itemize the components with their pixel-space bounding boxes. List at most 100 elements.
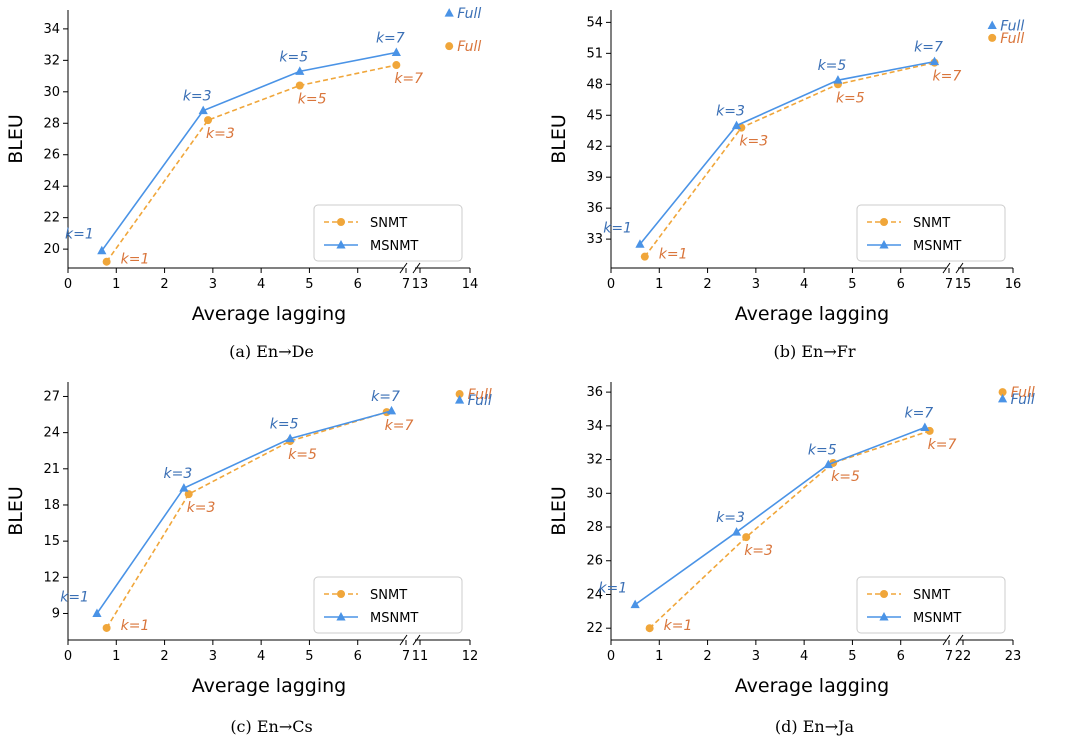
- snmt-full-point: [998, 388, 1007, 397]
- msnmt-line: [101, 51, 397, 252]
- snmt-point: [392, 61, 401, 70]
- legend-label: SNMT: [913, 216, 950, 231]
- y-tick-label: 28: [43, 116, 60, 131]
- snmt-point-label: k=7: [394, 71, 423, 87]
- msnmt-point: [920, 422, 930, 432]
- msnmt-full-label: Full: [1000, 18, 1024, 34]
- x-axis-title: Average lagging: [735, 675, 890, 697]
- legend-marker: [879, 612, 889, 621]
- snmt-point-label: k=3: [744, 543, 773, 559]
- y-axis-title: BLEU: [548, 114, 570, 164]
- msnmt-point: [198, 105, 208, 115]
- snmt-full-point: [445, 42, 454, 51]
- legend-box: [856, 204, 1006, 262]
- msnmt-point-label: k=1: [60, 589, 89, 605]
- y-tick-label: 15: [43, 534, 60, 549]
- axis-break-mark: [942, 634, 951, 646]
- snmt-point-label: k=5: [836, 90, 865, 106]
- msnmt-point: [731, 527, 742, 536]
- x-axis-title: Average lagging: [735, 303, 890, 325]
- y-tick-label: 21: [43, 462, 60, 477]
- x-tick-label: 13: [412, 277, 429, 292]
- snmt-full-label: Full: [1000, 31, 1024, 47]
- snmt-point: [737, 123, 746, 132]
- x-tick-label: 22: [955, 649, 972, 664]
- x-tick-label: 0: [607, 277, 615, 292]
- y-axis-title: BLEU: [5, 486, 27, 536]
- legend-marker: [880, 218, 888, 226]
- snmt-line: [105, 64, 397, 263]
- msnmt-full-label: Full: [468, 393, 492, 409]
- axis-break-mark: [412, 634, 421, 646]
- x-tick-label: 7: [945, 277, 953, 292]
- x-tick-label: 1: [655, 649, 663, 664]
- y-tick-label: 36: [586, 201, 603, 216]
- msnmt-point: [929, 56, 940, 66]
- msnmt-point-label: k=7: [914, 40, 943, 56]
- snmt-point-label: k=1: [659, 247, 688, 263]
- y-tick-label: 26: [586, 554, 603, 569]
- msnmt-full-label: Full: [1011, 392, 1035, 408]
- snmt-point: [204, 116, 213, 125]
- x-tick-label: 4: [800, 649, 808, 664]
- x-tick-label: 0: [64, 649, 72, 664]
- x-tick-label: 6: [354, 649, 362, 664]
- x-tick-label: 15: [955, 277, 972, 292]
- y-tick-label: 24: [43, 426, 60, 441]
- snmt-point: [645, 624, 654, 633]
- msnmt-point-label: k=3: [183, 89, 212, 105]
- msnmt-point: [833, 75, 843, 84]
- snmt-point-label: k=7: [928, 437, 957, 453]
- x-tick-label: 5: [848, 277, 856, 292]
- caption-en-de: (a) En→De: [229, 342, 314, 361]
- y-tick-label: 26: [43, 148, 60, 163]
- axis-break-mark: [955, 262, 964, 274]
- x-tick-label: 3: [209, 649, 217, 664]
- legend-marker: [336, 240, 346, 249]
- msnmt-line: [634, 426, 926, 606]
- x-tick-label: 1: [655, 277, 663, 292]
- snmt-point-label: k=1: [121, 618, 150, 634]
- x-tick-label: 3: [752, 277, 760, 292]
- snmt-point-label: k=5: [288, 447, 317, 463]
- x-tick-label: 2: [703, 277, 711, 292]
- y-axis-title: BLEU: [548, 486, 570, 536]
- snmt-point-label: k=5: [298, 92, 327, 108]
- panel-en-de: 20 22 24 26 28 30 32 34 0 1 2 3 4 5 6 7 13 14 Average lagg…: [0, 0, 543, 372]
- y-tick-label: 39: [586, 170, 603, 185]
- snmt-line: [644, 61, 935, 258]
- y-tick-label: 28: [586, 520, 603, 535]
- y-tick-label: 9: [52, 606, 60, 621]
- snmt-point-label: k=7: [933, 69, 962, 85]
- legend-label: MSNMT: [913, 611, 961, 626]
- y-tick-label: 12: [43, 570, 60, 585]
- snmt-point: [640, 252, 649, 261]
- legend-label: MSNMT: [370, 611, 418, 626]
- y-tick-label: 42: [586, 139, 603, 154]
- x-tick-label: 2: [160, 277, 168, 292]
- legend-marker: [337, 218, 345, 226]
- msnmt-point: [295, 66, 305, 75]
- y-tick-label: 51: [586, 46, 603, 61]
- axis-break-mark: [942, 262, 951, 274]
- msnmt-line: [96, 410, 392, 614]
- panel-en-cs: 9 12 15 18 21 24 27 0 1 2 3 4 5 6 7 11 12 Average lagging…: [0, 372, 543, 744]
- x-tick-label: 4: [257, 277, 265, 292]
- snmt-point: [102, 257, 111, 266]
- y-tick-label: 24: [586, 587, 603, 602]
- msnmt-point-label: k=3: [716, 104, 745, 120]
- msnmt-point-label: k=7: [371, 389, 400, 405]
- msnmt-point: [97, 245, 107, 255]
- snmt-full-label: Full: [457, 39, 481, 55]
- x-tick-label: 2: [703, 649, 711, 664]
- snmt-point-label: k=3: [739, 134, 768, 150]
- x-tick-label: 0: [64, 277, 72, 292]
- msnmt-point-label: k=1: [603, 220, 632, 236]
- x-tick-label: 6: [897, 649, 905, 664]
- y-tick-label: 48: [586, 77, 603, 92]
